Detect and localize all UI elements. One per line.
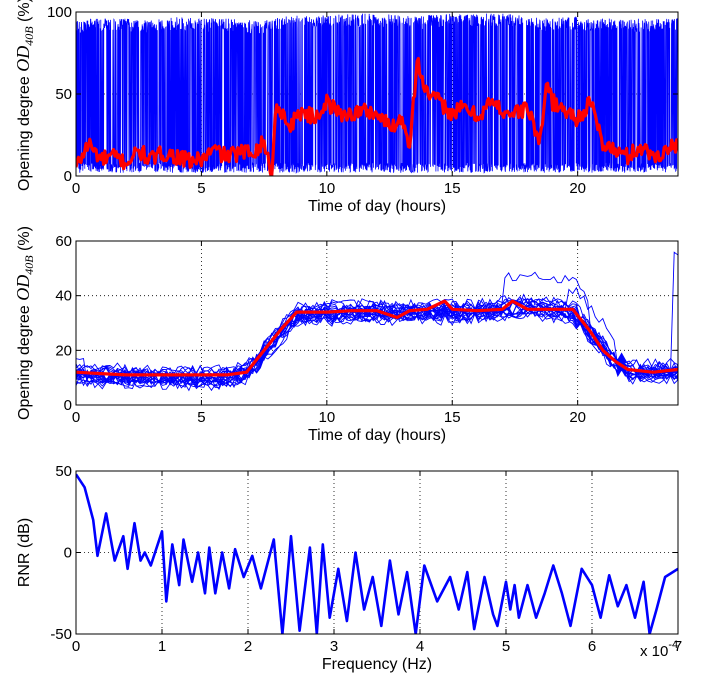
y-tick-label: -50 — [50, 626, 72, 643]
y-axis-label: Opening degree OD40B (%) — [13, 226, 36, 420]
y-tick-label: 100 — [47, 4, 72, 21]
x-tick-label: 5 — [197, 409, 205, 426]
x-tick-label: 20 — [569, 409, 586, 426]
y-tick-label: 50 — [55, 86, 72, 103]
y-tick-label: 20 — [55, 342, 72, 359]
x-tick-label: 5 — [502, 638, 510, 655]
series-raw-line — [76, 13, 678, 174]
x-multiplier-exponent: -4 — [668, 639, 678, 651]
x-tick-label: 10 — [318, 409, 335, 426]
y-tick-label: 50 — [55, 463, 72, 480]
y-label-subscript: 40B — [22, 255, 36, 275]
x-tick-label: 0 — [72, 409, 80, 426]
y-label-suffix: (%) — [16, 0, 33, 26]
plot-area — [76, 251, 678, 392]
x-tick-label: 15 — [444, 409, 461, 426]
plot-area — [76, 473, 678, 634]
x-tick-label: 15 — [444, 180, 461, 197]
x-axis-label: Frequency (Hz) — [322, 656, 432, 673]
x-tick-label: 3 — [330, 638, 338, 655]
y-label-suffix: (%) — [16, 226, 33, 255]
x-tick-label: 7 — [674, 638, 682, 655]
x-tick-label: 1 — [158, 638, 166, 655]
y-tick-label: 60 — [55, 233, 72, 250]
x-tick-label: 6 — [588, 638, 596, 655]
y-tick-label: 0 — [64, 168, 72, 185]
series-line — [76, 299, 678, 377]
x-tick-label: 10 — [318, 180, 335, 197]
series-line — [76, 473, 678, 634]
x-tick-label: 0 — [72, 638, 80, 655]
axes-box — [75, 240, 679, 406]
series-day-line — [76, 302, 678, 385]
y-label-prefix: Opening degree — [16, 72, 33, 191]
y-tick-label: 40 — [55, 288, 72, 305]
y-label-var: OD — [13, 46, 33, 72]
x-tick-label: 0 — [72, 180, 80, 197]
panel-opening-degree-daily: 0 5 10 15 20 0 20 40 60 Time of day (hours) Openin… — [13, 226, 679, 444]
series-line — [76, 56, 678, 176]
y-axis-label: Opening degree OD40B (%) — [13, 0, 36, 191]
x-axis-label: Time of day (hours) — [308, 198, 446, 215]
plot-area — [76, 13, 678, 176]
y-tick-label: 0 — [64, 545, 72, 562]
x-tick-label: 5 — [197, 180, 205, 197]
x-multiplier-base: x 10 — [640, 643, 668, 660]
series-day-line — [76, 308, 678, 389]
y-label-subscript: 40B — [22, 26, 36, 46]
x-tick-label: 4 — [416, 638, 424, 655]
x-axis-multiplier: x 10-4 — [640, 639, 678, 660]
series-day-line — [76, 309, 678, 390]
y-tick-label: 0 — [64, 397, 72, 414]
y-axis-label: RNR (dB) — [16, 518, 33, 587]
panel-opening-degree-raw: 0 5 10 15 20 0 50 100 Time of day (hours) Opening… — [13, 0, 679, 215]
x-tick-label: 2 — [244, 638, 252, 655]
x-axis-label: Time of day (hours) — [308, 427, 446, 444]
y-label-var: OD — [13, 275, 33, 301]
x-tick-label: 20 — [569, 180, 586, 197]
y-label-prefix: Opening degree — [16, 301, 33, 420]
